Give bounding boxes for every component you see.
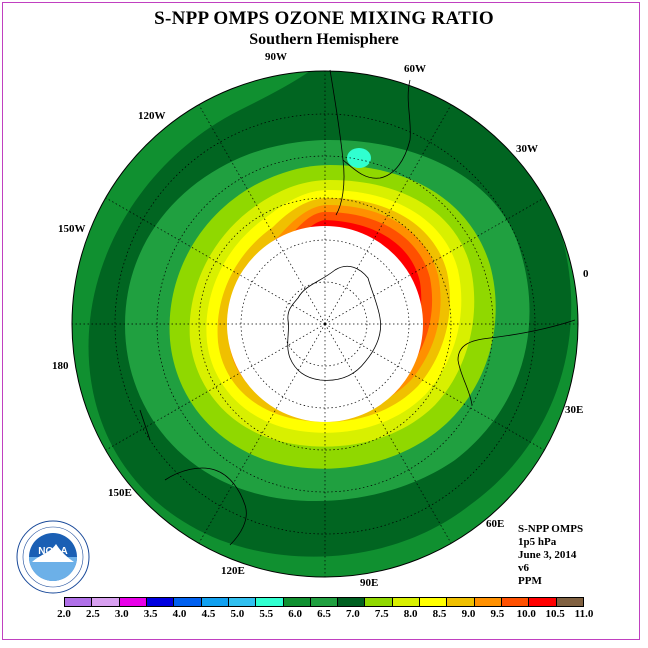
colorbar-tick-label: 6.5 — [317, 608, 331, 620]
colorbar-tick-label: 10.5 — [545, 608, 565, 620]
coastlines — [139, 69, 576, 546]
colorbar-tick-label: 7.5 — [374, 608, 389, 620]
antarctica-coast — [287, 265, 382, 381]
page-frame — [2, 2, 640, 640]
colorbar-tick-label: 5.0 — [230, 608, 245, 620]
map-title: S-NPP OMPS OZONE MIXING RATIO — [154, 8, 494, 29]
colorbar-tick-label: 2.5 — [86, 608, 100, 620]
colorbar-swatch — [119, 598, 147, 606]
colorbar-tick-label: 2.0 — [57, 608, 71, 620]
colorbar-swatch — [420, 598, 448, 606]
info-date: June 3, 2014 — [518, 549, 577, 561]
colorbar-swatch — [146, 598, 175, 606]
colorbar-tick-label: 8.0 — [403, 608, 418, 620]
lon-label-30w: 30W — [516, 143, 538, 155]
lon-label-120w: 120W — [138, 110, 166, 122]
noaa-logo: NOAA — [16, 520, 90, 594]
colorbar-swatch — [447, 598, 475, 606]
colorbar-swatch — [502, 598, 530, 606]
nz-coast — [139, 409, 151, 441]
colorbar-tick-label: 9.5 — [490, 608, 505, 620]
colorbar-swatch — [556, 598, 583, 606]
cyan-spot — [347, 148, 371, 168]
south-america-coast — [329, 69, 411, 216]
colorbar-tick-label: 6.0 — [288, 608, 302, 620]
lon-label-90e: 90E — [360, 577, 379, 589]
colorbar-tick-label: 4.5 — [201, 608, 216, 620]
colorbar-tick-label: 11.0 — [574, 608, 594, 620]
colorbar-tick-label: 8.5 — [432, 608, 447, 620]
colorbar-swatch — [338, 598, 366, 606]
colorbar-swatch — [228, 598, 257, 606]
colorbar-tick-label: 3.0 — [114, 608, 129, 620]
info-version: v6 — [518, 562, 529, 574]
colorbar-swatch — [392, 598, 421, 606]
colorbar-swatch — [65, 598, 93, 606]
lon-label-90w: 90W — [265, 51, 287, 63]
colorbar-tick-label: 5.5 — [259, 608, 274, 620]
colorbar — [64, 597, 584, 607]
info-block: S-NPP OMPS 1p5 hPa June 3, 2014 v6 PPM — [518, 523, 583, 588]
info-level: 1p5 hPa — [518, 536, 557, 548]
lon-label-60w: 60W — [404, 63, 426, 75]
colorbar-tick-label: 9.0 — [461, 608, 476, 620]
australia-coast — [164, 467, 247, 546]
colorbar-swatch — [310, 598, 339, 606]
lon-label-60e: 60E — [486, 518, 505, 530]
colorbar-tick-label: 10.0 — [516, 608, 536, 620]
colorbar-tick-label: 3.5 — [143, 608, 158, 620]
africa-coast — [457, 319, 576, 406]
info-units: PPM — [518, 575, 542, 587]
lon-label-120e: 120E — [221, 565, 245, 577]
lon-label-30e: 30E — [565, 404, 584, 416]
colorbar-swatch — [529, 598, 557, 606]
info-instrument: S-NPP OMPS — [518, 523, 584, 535]
noaa-logo-text: NOAA — [38, 546, 67, 557]
colorbar-tick-label: 7.0 — [346, 608, 360, 620]
map-subtitle: Southern Hemisphere — [249, 31, 399, 48]
colorbar-swatch — [174, 598, 202, 606]
lon-label-150w: 150W — [58, 223, 86, 235]
lon-label-180: 180 — [52, 360, 69, 372]
lon-label-0: 0 — [583, 268, 589, 280]
lon-label-150e: 150E — [108, 487, 132, 499]
colorbar-swatch — [474, 598, 502, 606]
colorbar-swatch — [365, 598, 393, 606]
colorbar-swatch — [283, 598, 311, 606]
colorbar-swatch — [201, 598, 229, 606]
colorbar-swatch — [256, 598, 284, 606]
colorbar-tick-label: 4.0 — [172, 608, 187, 620]
colorbar-swatch — [92, 598, 120, 606]
